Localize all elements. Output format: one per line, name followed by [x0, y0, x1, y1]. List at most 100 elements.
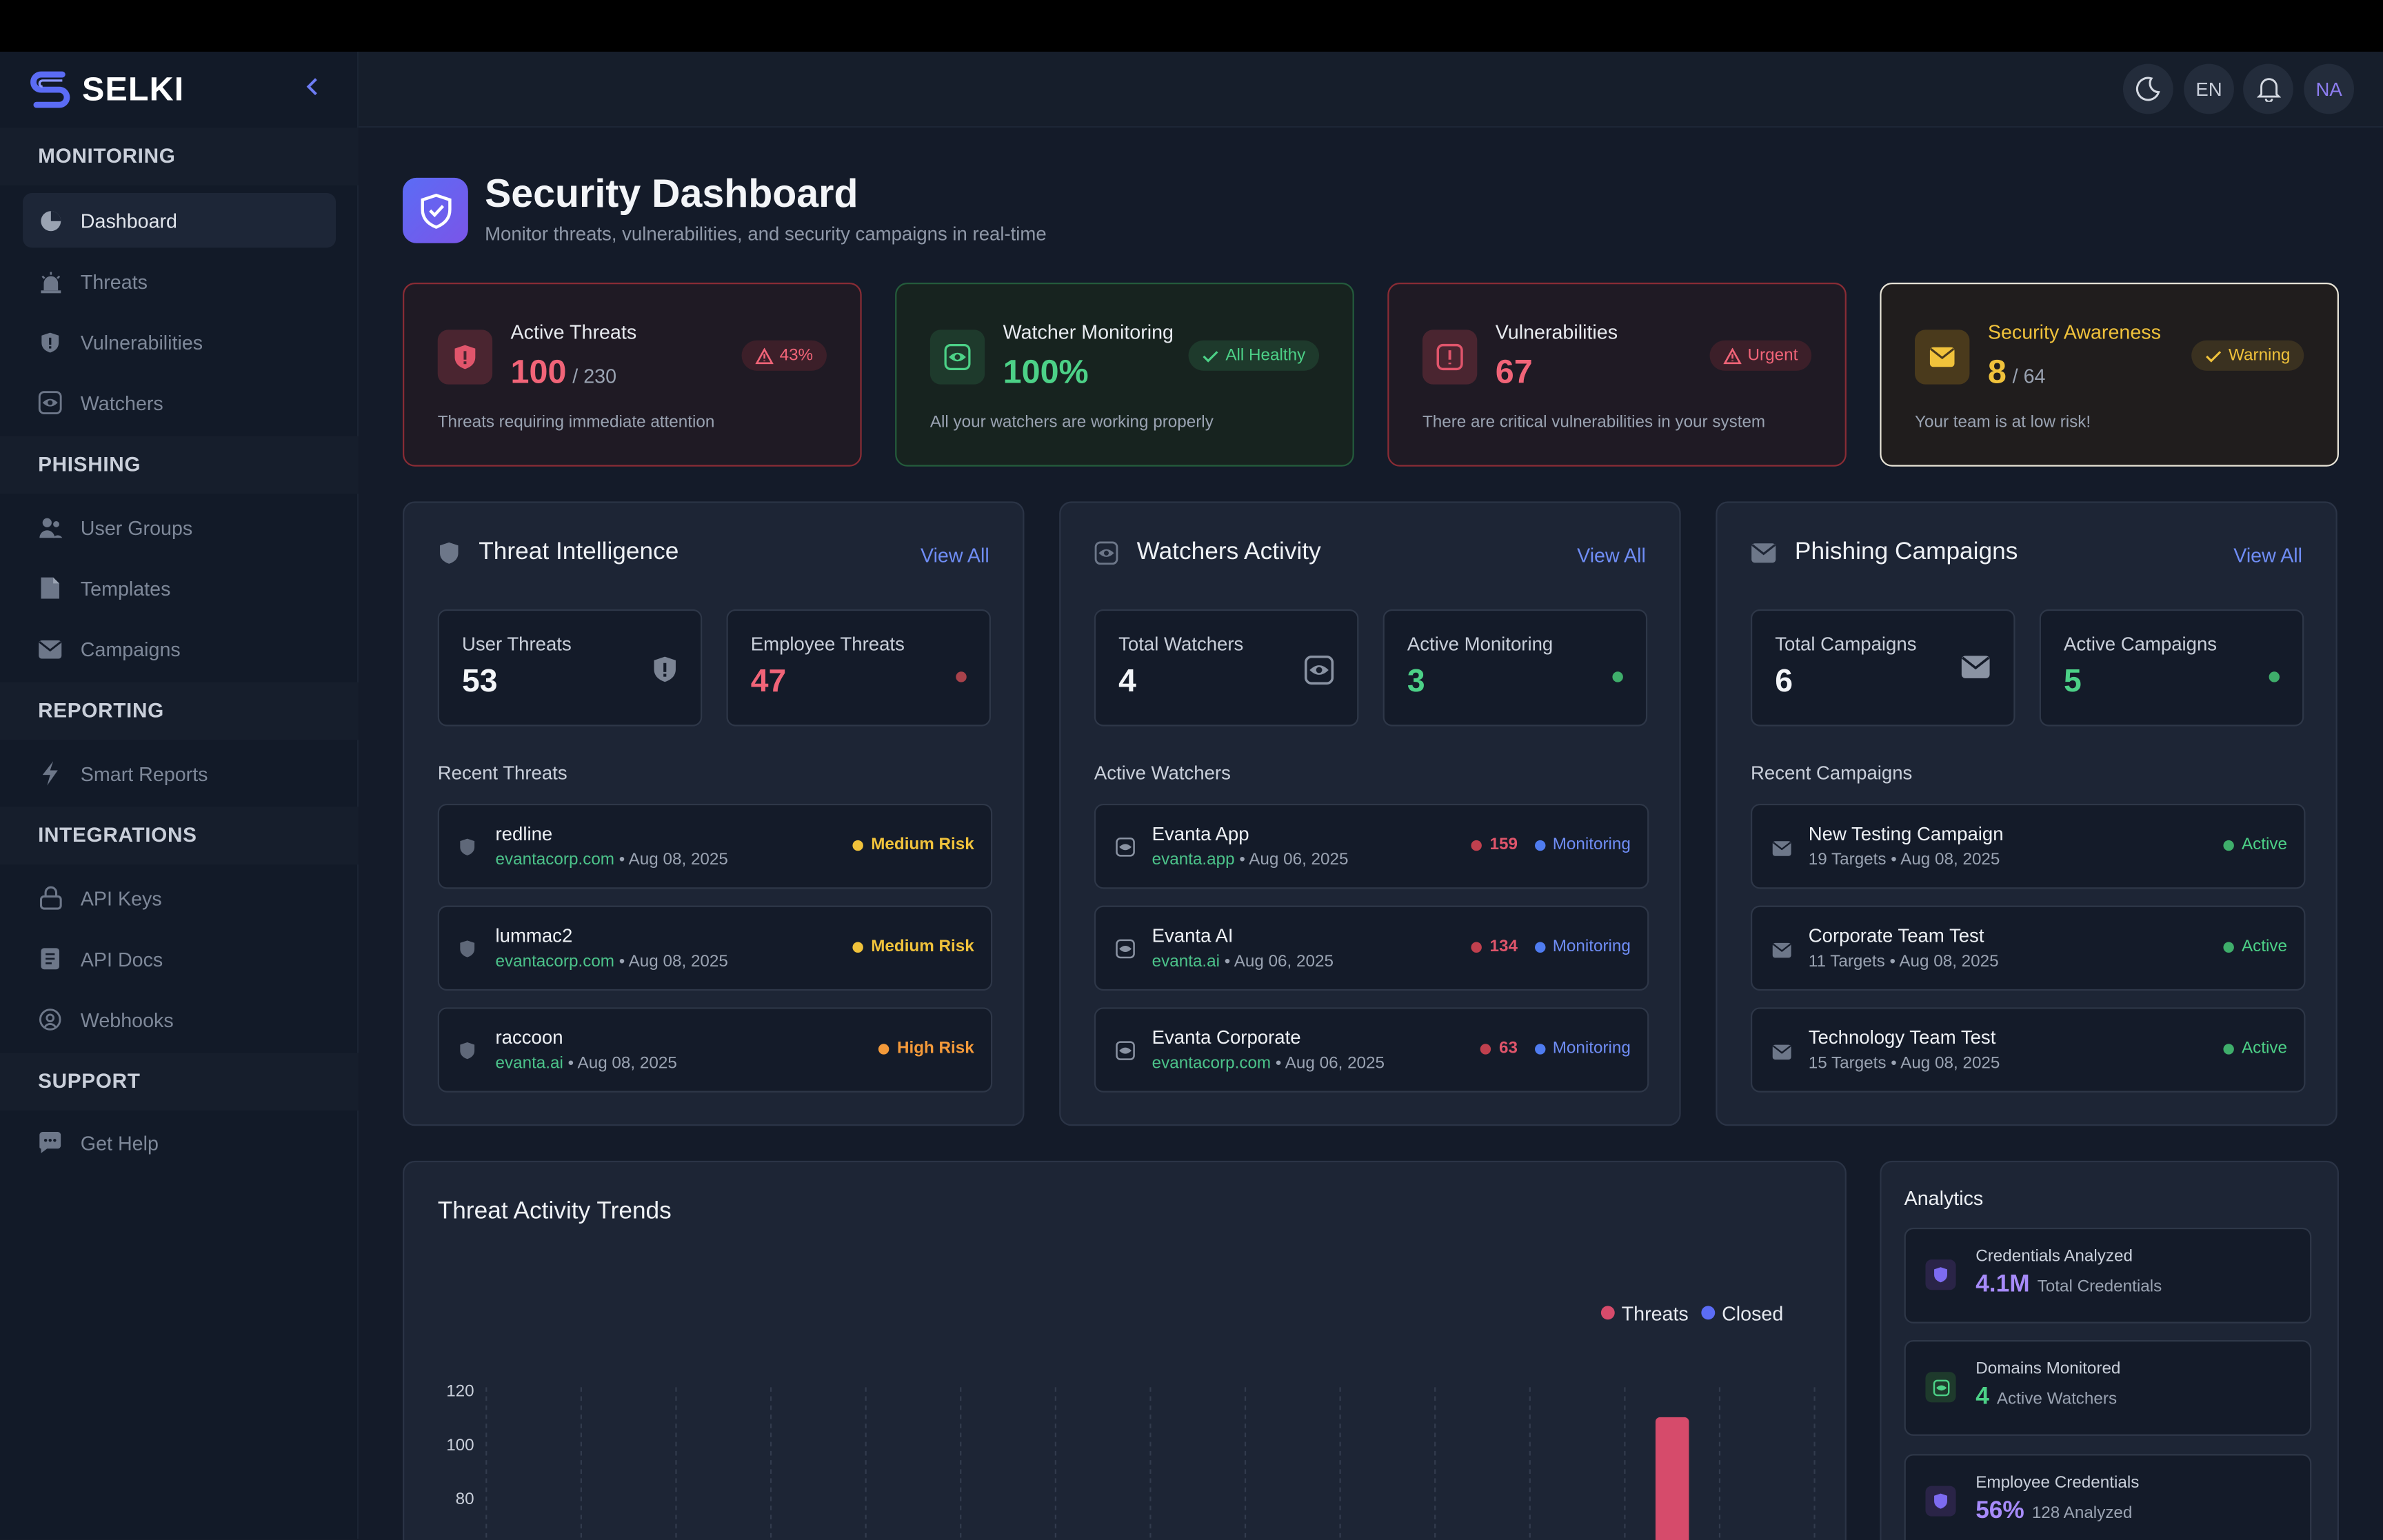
- threat-name: lummac2: [495, 925, 573, 947]
- mini-value: 4: [1118, 664, 1136, 699]
- watcher-row[interactable]: Evanta Corporate evantacorp.com • Aug 06…: [1094, 1007, 1649, 1093]
- shield-icon: [1925, 1259, 1956, 1290]
- stat-card-active-threats[interactable]: Active Threats 100/ 230 43% Threats requ…: [403, 283, 862, 467]
- sidebar-item-webhooks[interactable]: Webhooks: [23, 992, 336, 1046]
- view-all-watchers-link[interactable]: View All: [1577, 544, 1646, 567]
- credentials-analyzed-card[interactable]: Credentials Analyzed 4.1M Total Credentia…: [1904, 1227, 2312, 1324]
- watcher-domain: evanta.ai: [1152, 952, 1220, 971]
- selki-logo-icon: [30, 71, 70, 108]
- analytics-panel: Analytics Credentials Analyzed 4.1M Total…: [1880, 1160, 2339, 1540]
- campaign-meta: 11 Targets • Aug 08, 2025: [1808, 952, 1999, 971]
- watcher-row[interactable]: Evanta App evanta.app • Aug 06, 2025 159…: [1094, 803, 1649, 889]
- monitoring-dot: [1534, 839, 1545, 851]
- window-top-bar: [0, 0, 2383, 52]
- mini-value: 5: [2064, 664, 2082, 699]
- watcher-row[interactable]: Evanta AI evanta.ai • Aug 06, 2025 134 M…: [1094, 905, 1649, 991]
- chevron-left-icon: [306, 78, 317, 96]
- sidebar-item-label: Watchers: [80, 391, 163, 414]
- sidebar-item-user-groups[interactable]: User Groups: [23, 500, 336, 554]
- badge-text: Warning: [2229, 346, 2291, 365]
- status-badge: All Healthy: [1189, 340, 1320, 371]
- envelope-icon: [1751, 543, 1776, 563]
- sidebar-item-threats[interactable]: Threats: [23, 254, 336, 308]
- legend-swatch: [1600, 1306, 1615, 1320]
- top-header: EN NA: [359, 52, 2383, 128]
- sidebar-item-campaigns[interactable]: Campaigns: [23, 622, 336, 676]
- sidebar-item-api-keys[interactable]: API Keys: [23, 871, 336, 925]
- campaign-meta: 15 Targets • Aug 08, 2025: [1808, 1054, 2000, 1073]
- sidebar-item-templates[interactable]: Templates: [23, 560, 336, 615]
- total-campaigns-card[interactable]: Total Campaigns 6: [1751, 609, 2015, 727]
- view-all-threats-link[interactable]: View All: [920, 544, 989, 567]
- risk-label: Medium Risk: [871, 835, 974, 854]
- language-button[interactable]: EN: [2184, 63, 2234, 114]
- collapse-sidebar-button[interactable]: [304, 76, 322, 105]
- stat-description: Your team is at low risk!: [1915, 413, 2091, 432]
- risk-label: High Risk: [896, 1039, 974, 1058]
- brand-logo[interactable]: SELKI: [28, 67, 185, 112]
- sidebar-item-vulnerabilities[interactable]: Vulnerabilities: [23, 314, 336, 369]
- sidebar-item-label: Smart Reports: [80, 762, 208, 785]
- sidebar-item-get-help[interactable]: Get Help: [23, 1115, 336, 1170]
- status-label: Active: [2241, 835, 2288, 854]
- sidebar-item-label: API Keys: [80, 886, 162, 910]
- campaign-row[interactable]: Technology Team Test 15 Targets • Aug 08…: [1751, 1007, 2306, 1093]
- lock-icon: [38, 886, 62, 910]
- main-content: Security Dashboard Monitor threats, vuln…: [359, 128, 2383, 1540]
- status-dot: [1612, 662, 1623, 690]
- analytics-sub: 128 Analyzed: [2031, 1504, 2133, 1523]
- stat-value: 100%: [1003, 352, 1089, 391]
- analytics-sub: Total Credentials: [2037, 1277, 2162, 1297]
- watcher-date: • Aug 06, 2025: [1275, 1054, 1385, 1073]
- y-tick-label: 80: [456, 1490, 474, 1508]
- eye-icon: [929, 330, 985, 385]
- stat-card-security-awareness[interactable]: Security Awareness 8/ 64 Warning Your te…: [1880, 283, 2339, 467]
- sidebar-item-label: Campaigns: [80, 637, 181, 660]
- employee-credentials-card[interactable]: Employee Credentials 56% 128 Analyzed: [1904, 1454, 2312, 1540]
- watcher-date: • Aug 06, 2025: [1224, 952, 1334, 971]
- eye-icon: [38, 390, 62, 414]
- monitoring-label: Monitoring: [1552, 937, 1631, 956]
- active-campaigns-card[interactable]: Active Campaigns 5: [2039, 609, 2304, 727]
- shield-alert-icon: [652, 655, 678, 691]
- user-avatar[interactable]: NA: [2304, 63, 2354, 114]
- threat-row[interactable]: redline evantacorp.com • Aug 08, 2025 Me…: [437, 803, 993, 889]
- user-threats-card[interactable]: User Threats 53: [437, 609, 703, 727]
- stat-total: / 64: [2012, 365, 2046, 388]
- recent-threats-heading: Recent Threats: [437, 762, 567, 784]
- mini-value: 6: [1775, 664, 1793, 699]
- analytics-value: 56%: [1975, 1498, 2024, 1524]
- active-monitoring-card[interactable]: Active Monitoring 3: [1382, 609, 1648, 727]
- sidebar-item-watchers[interactable]: Watchers: [23, 375, 336, 429]
- eye-icon: [1094, 541, 1118, 565]
- alert-count: 159: [1489, 835, 1518, 854]
- panel-title: Watchers Activity: [1136, 539, 1321, 565]
- notifications-button[interactable]: [2243, 63, 2293, 114]
- domains-monitored-card[interactable]: Domains Monitored 4 Active Watchers: [1904, 1339, 2312, 1436]
- stat-card-watcher-monitoring[interactable]: Watcher Monitoring 100% All Healthy All …: [895, 283, 1354, 467]
- stat-total: / 230: [572, 365, 617, 388]
- mini-label: Employee Threats: [750, 634, 905, 655]
- theme-toggle-button[interactable]: [2122, 63, 2173, 114]
- sidebar-item-smart-reports[interactable]: Smart Reports: [23, 746, 336, 800]
- chart-title: Threat Activity Trends: [437, 1199, 672, 1225]
- sidebar-item-dashboard[interactable]: Dashboard: [23, 192, 336, 248]
- campaign-name: Corporate Team Test: [1808, 925, 1984, 947]
- eye-icon: [1304, 655, 1334, 693]
- campaign-name: Technology Team Test: [1808, 1026, 1996, 1048]
- y-tick-label: 120: [446, 1382, 474, 1401]
- campaign-row[interactable]: Corporate Team Test 11 Targets • Aug 08,…: [1751, 905, 2306, 991]
- total-watchers-card[interactable]: Total Watchers 4: [1094, 609, 1359, 727]
- alert-square-icon: [1422, 330, 1478, 385]
- eye-icon: [1116, 939, 1136, 966]
- threat-row[interactable]: raccoon evanta.ai • Aug 08, 2025 High Ri…: [437, 1007, 993, 1093]
- threat-name: redline: [495, 823, 553, 845]
- threat-bar: [1655, 1417, 1689, 1540]
- employee-threats-card[interactable]: Employee Threats 47: [726, 609, 992, 727]
- campaign-row[interactable]: New Testing Campaign 19 Targets • Aug 08…: [1751, 803, 2306, 889]
- campaign-name: New Testing Campaign: [1808, 823, 2004, 845]
- view-all-campaigns-link[interactable]: View All: [2233, 544, 2303, 567]
- sidebar-item-api-docs[interactable]: API Docs: [23, 931, 336, 986]
- stat-card-vulnerabilities[interactable]: Vulnerabilities 67 Urgent There are crit…: [1387, 283, 1847, 467]
- threat-row[interactable]: lummac2 evantacorp.com • Aug 08, 2025 Me…: [437, 905, 993, 991]
